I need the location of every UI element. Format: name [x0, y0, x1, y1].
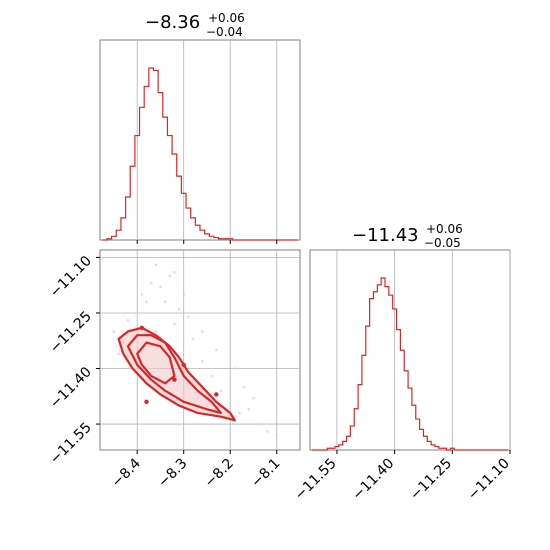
scatter-point-18 — [266, 430, 269, 433]
scatter-point-10 — [191, 337, 195, 341]
title-bottom-right-minus: −0.05 — [424, 236, 461, 250]
contour-outer — [117, 326, 236, 422]
scatter-point-39 — [173, 270, 176, 274]
title-top-left-minus: −0.04 — [206, 25, 243, 39]
outlier-marker-0 — [139, 325, 145, 330]
title-top-left-plus: +0.06 — [208, 11, 245, 25]
histogram-panel-bottom-right: −11.55 −11.40 −11.25 −11.10 −11.43 +0.06 −0… — [292, 222, 513, 503]
scatter-point-26 — [140, 293, 144, 296]
scatter-point-31 — [117, 352, 120, 356]
scatter-point-16 — [247, 407, 251, 411]
xtick-label-br-2: −11.25 — [407, 456, 455, 504]
outlier-marker-3 — [214, 392, 219, 397]
panel-frame-bottom-left — [99, 249, 301, 451]
contour-middle — [126, 334, 223, 415]
histogram-panel-top-left: −8.36 +0.06 −0.04 — [99, 11, 301, 244]
outlier-marker-4 — [144, 399, 149, 405]
scatter-point-32 — [163, 300, 167, 304]
scatter-point-15 — [238, 411, 241, 415]
scatter-point-12 — [210, 374, 213, 378]
panel-frame-bottom-right — [309, 249, 511, 451]
scatter-point-5 — [182, 293, 186, 296]
xtick-label-bl-1: −8.3 — [155, 456, 190, 491]
xtick-label-br-3: −11.10 — [465, 456, 513, 504]
scatter-point-1 — [135, 311, 139, 315]
contour-inner — [136, 341, 176, 385]
scatter-point-4 — [168, 274, 172, 278]
xtick-label-br-0: −11.55 — [292, 456, 340, 504]
xtick-label-bl-0: −8.4 — [109, 455, 144, 490]
outlier-marker-1 — [181, 362, 186, 368]
scatter-point-3 — [159, 285, 162, 289]
scatter-point-0 — [126, 319, 130, 322]
contour-panel-bottom-left: −8.4 −8.3 −8.2 −8.1 −11.10 −11.25 −11.40 −11.55 — [47, 249, 301, 491]
ytick-label-bl-0: −11.10 — [47, 253, 95, 301]
title-top-left-value: −8.36 — [145, 12, 200, 33]
scatter-point-34 — [214, 348, 218, 352]
scatter-point-28 — [177, 307, 181, 311]
scatter-point-29 — [187, 315, 190, 318]
xtick-label-br-1: −11.40 — [349, 456, 397, 504]
xtick-label-bl-2: −8.2 — [202, 456, 237, 491]
scatter-point-36 — [242, 385, 246, 389]
scatter-point-13 — [219, 389, 223, 393]
scatter-point-17 — [256, 422, 260, 426]
scatter-point-6 — [112, 330, 116, 333]
scatter-point-2 — [145, 300, 148, 304]
scatter-point-35 — [233, 367, 237, 370]
ytick-label-bl-2: −11.40 — [47, 364, 95, 412]
scatter-point-9 — [173, 322, 176, 326]
xtick-label-bl-3: −8.1 — [248, 456, 283, 491]
histogram-line-top-left — [102, 67, 298, 241]
panel-frame-top-left — [99, 39, 301, 241]
ytick-label-bl-1: −11.25 — [47, 308, 95, 356]
title-bottom-right-plus: +0.06 — [426, 222, 463, 236]
scatter-point-33 — [201, 330, 204, 333]
histogram-line-bottom-right — [311, 277, 509, 451]
scatter-point-19 — [275, 433, 279, 437]
scatter-point-37 — [252, 396, 255, 400]
ytick-label-bl-3: −11.55 — [47, 420, 95, 468]
scatter-point-11 — [201, 359, 204, 363]
scatter-point-14 — [228, 404, 232, 407]
scatter-point-38 — [154, 263, 158, 267]
outlier-marker-2 — [172, 377, 177, 382]
title-bottom-right-value: −11.43 — [352, 225, 419, 246]
scatter-point-27 — [149, 282, 153, 285]
scatter-point-8 — [154, 330, 158, 333]
